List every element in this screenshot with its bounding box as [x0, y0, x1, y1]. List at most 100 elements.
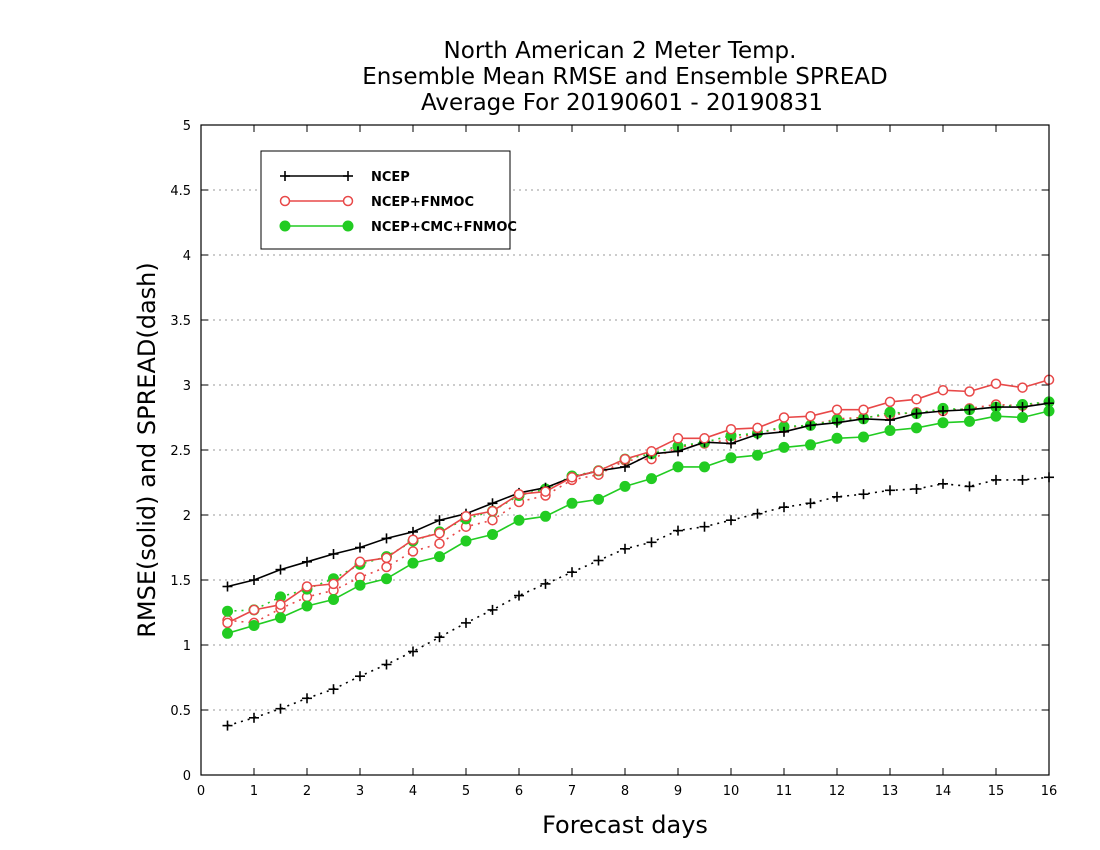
ncep-spread-point — [726, 515, 736, 526]
legend-marker-ncep-cmc-fnmoc — [342, 220, 354, 232]
ncep-fnmoc-rmse-point — [487, 505, 498, 517]
x-tick-label: 5 — [462, 784, 470, 799]
ncep-spread-point — [328, 684, 339, 695]
y-tick-label: 4.5 — [170, 184, 191, 199]
series-layer — [222, 374, 1055, 731]
ncep-cmc-fnmoc-rmse-point — [646, 473, 657, 485]
title-line-1: North American 2 Meter Temp. — [444, 38, 797, 64]
ncep-rmse-point — [991, 402, 1001, 413]
ncep-cmc-fnmoc-rmse-point — [858, 431, 869, 443]
ncep-spread-point — [275, 703, 286, 714]
ncep-spread-point — [991, 474, 1001, 485]
y-tick-label: 3 — [183, 379, 191, 394]
ncep-spread-point — [911, 484, 922, 494]
x-tick-label: 16 — [1041, 784, 1058, 799]
ncep-fnmoc-rmse-point — [752, 422, 763, 434]
ncep-spread-point — [858, 489, 869, 500]
legend-marker-ncep — [343, 171, 353, 181]
ncep-rmse-point — [222, 581, 233, 592]
ncep-fnmoc-rmse-point — [407, 534, 419, 545]
ncep-fnmoc-rmse-point — [778, 412, 790, 423]
ncep-spread-point — [461, 617, 471, 628]
ncep-fnmoc-rmse-point — [990, 378, 1002, 389]
ncep-rmse-point — [434, 515, 445, 526]
ncep-cmc-fnmoc-rmse-point — [407, 557, 419, 569]
ncep-fnmoc-rmse-point — [699, 433, 710, 444]
ncep-cmc-fnmoc-rmse-point — [937, 417, 949, 429]
ncep-fnmoc-rmse-point — [540, 486, 551, 497]
ncep-rmse-point — [673, 446, 683, 457]
ncep-fnmoc-rmse-point — [1017, 382, 1028, 393]
ncep-spread-point — [752, 508, 763, 519]
ncep-fnmoc-rmse-point — [222, 617, 233, 629]
ncep-spread-line — [227, 476, 1050, 727]
ncep-spread-point — [832, 491, 842, 502]
ncep-rmse-point — [964, 404, 975, 415]
ncep-cmc-fnmoc-rmse-point — [619, 480, 631, 492]
legend-marker-ncep-fnmoc — [279, 195, 291, 207]
ncep-fnmoc-rmse-point — [619, 453, 631, 465]
ncep-cmc-fnmoc-rmse-point — [990, 410, 1002, 422]
ncep-cmc-fnmoc-rmse-line — [227, 410, 1050, 635]
ncep-rmse-line — [227, 402, 1050, 588]
x-tick-label: 11 — [776, 784, 793, 799]
title-line-3: Average For 20190601 - 20190831 — [421, 90, 823, 116]
ncep-fnmoc-rmse-point — [725, 423, 737, 435]
ncep-spread-point — [434, 632, 445, 643]
ncep-fnmoc-rmse-point — [672, 433, 684, 444]
x-tick-label: 7 — [568, 784, 576, 799]
y-tick-label: 1 — [183, 639, 191, 654]
x-tick-label: 0 — [197, 784, 205, 799]
ncep-spread-point — [249, 712, 259, 723]
x-tick-label: 13 — [882, 784, 899, 799]
ncep-fnmoc-rmse-point — [593, 465, 604, 477]
ncep-spread-point — [593, 555, 604, 566]
ncep-cmc-fnmoc-rmse-point — [593, 493, 604, 505]
y-tick-label: 4 — [183, 249, 191, 264]
ncep-spread-point — [381, 659, 392, 670]
x-axis-label: Forecast days — [542, 811, 708, 839]
chart-title: North American 2 Meter Temp. Ensemble Me… — [362, 38, 887, 116]
ncep-rmse-point — [858, 413, 869, 424]
ncep-fnmoc-rmse-point — [858, 404, 869, 415]
ncep-fnmoc-rmse-point — [566, 472, 578, 483]
x-tick-label: 14 — [935, 784, 952, 799]
ncep-fnmoc-rmse-point — [381, 552, 392, 564]
y-tick-label: 1.5 — [170, 574, 191, 589]
ncep-cmc-fnmoc-rmse-point — [831, 432, 843, 444]
ncep-fnmoc-rmse-point — [354, 556, 366, 568]
x-tick-label: 3 — [356, 784, 364, 799]
ncep-rmse-point — [275, 564, 286, 575]
plot-frame — [200, 124, 1050, 776]
ncep-fnmoc-rmse-point — [911, 394, 922, 405]
ncep-spread-point — [620, 543, 630, 554]
y-tick-label: 0.5 — [170, 704, 191, 719]
ncep-cmc-fnmoc-rmse-point — [248, 620, 260, 631]
ncep-cmc-fnmoc-rmse-point — [513, 514, 525, 526]
ncep-fnmoc-rmse-point — [248, 604, 260, 616]
ncep-cmc-fnmoc-rmse-point — [699, 461, 710, 473]
ncep-fnmoc-rmse-point — [513, 488, 525, 500]
x-tick-label: 9 — [674, 784, 682, 799]
ncep-spread-point — [805, 498, 816, 509]
ncep-fnmoc-spread-point — [434, 538, 445, 549]
legend-marker-ncep-fnmoc — [342, 195, 354, 207]
ncep-rmse-point — [832, 417, 842, 428]
ncep-fnmoc-spread-point — [407, 546, 419, 557]
ncep-spread-point — [779, 502, 789, 513]
ncep-cmc-fnmoc-rmse-point — [805, 439, 816, 451]
ncep-fnmoc-spread-point — [487, 514, 498, 526]
x-tick-label: 15 — [988, 784, 1005, 799]
ncep-rmse-point — [355, 542, 365, 553]
ncep-fnmoc-rmse-point — [964, 386, 975, 397]
ncep-cmc-fnmoc-rmse-point — [1017, 412, 1028, 423]
ncep-rmse-point — [911, 408, 922, 419]
ncep-cmc-fnmoc-rmse-point — [672, 461, 684, 473]
ncep-spread-point — [646, 537, 657, 548]
ncep-fnmoc-rmse-point — [328, 578, 339, 590]
ncep-cmc-fnmoc-rmse-point — [381, 573, 392, 585]
ncep-spread-point — [673, 525, 683, 536]
ncep-fnmoc-rmse-point — [275, 599, 286, 610]
y-tick-label: 2.5 — [170, 444, 191, 459]
